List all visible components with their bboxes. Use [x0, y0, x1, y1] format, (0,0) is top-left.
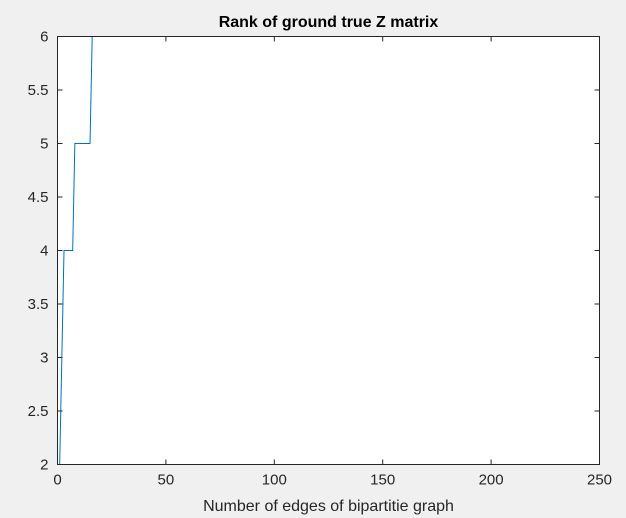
- plot-area: [57, 36, 600, 465]
- series-layer: [59, 36, 600, 465]
- y-axis: 2 2.5 3 3.5 4 4.5 5 5.5 6: [28, 29, 600, 474]
- series-line-0: [59, 36, 600, 465]
- y-tick-label: 4.5: [28, 189, 49, 206]
- chart-title: Rank of ground true Z matrix: [219, 14, 439, 31]
- y-tick-label: 3: [40, 350, 48, 367]
- y-tick-label: 6: [40, 29, 48, 46]
- x-tick-label: 250: [587, 472, 612, 489]
- y-tick-label: 4: [40, 243, 48, 260]
- y-tick-label: 5: [40, 136, 48, 153]
- y-tick-label: 2.5: [28, 403, 49, 420]
- y-tick-label: 2: [40, 457, 48, 474]
- x-axis-title: Number of edges of bipartitie graph: [203, 498, 454, 515]
- x-tick-label: 0: [53, 472, 61, 489]
- y-tick-label: 3.5: [28, 296, 49, 313]
- x-tick-label: 150: [370, 472, 395, 489]
- x-axis: 0 50 100 150 200 250: [53, 36, 612, 489]
- y-tick-label: 5.5: [28, 82, 49, 99]
- x-tick-label: 100: [262, 472, 287, 489]
- x-tick-label: 50: [158, 472, 175, 489]
- x-tick-label: 200: [479, 472, 504, 489]
